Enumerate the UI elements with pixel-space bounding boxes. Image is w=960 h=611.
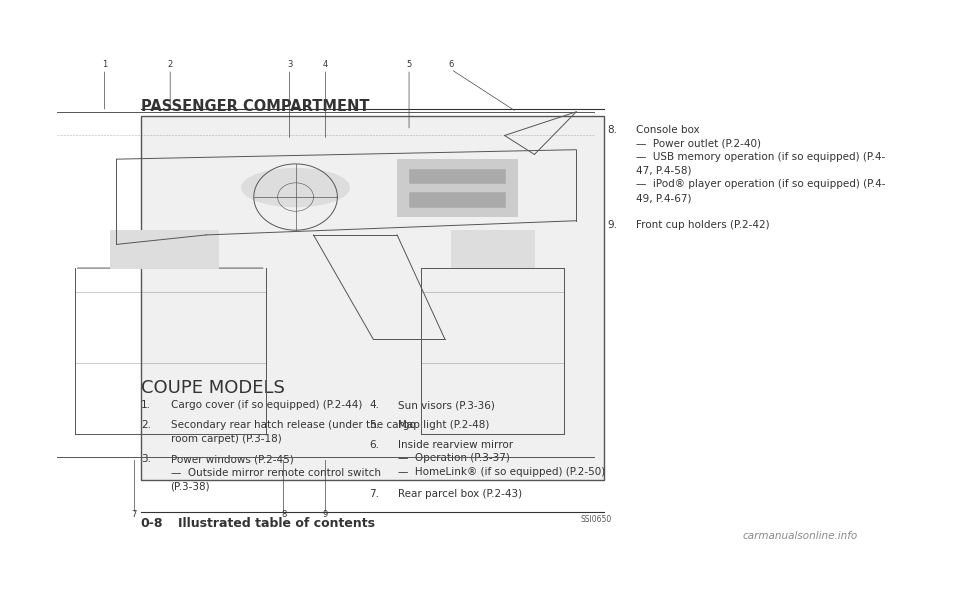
Text: 6.: 6. — [370, 440, 379, 450]
Text: Secondary rear hatch release (under the cargo
room carpet) (P.3-18): Secondary rear hatch release (under the … — [171, 420, 416, 444]
Text: 2.: 2. — [141, 420, 151, 430]
Text: COUPE MODELS: COUPE MODELS — [141, 379, 285, 397]
Text: 4.: 4. — [370, 400, 379, 411]
Text: Inside rearview mirror
—  Operation (P.3-37)
—  HomeLink® (if so equipped) (P.2-: Inside rearview mirror — Operation (P.3-… — [397, 440, 605, 477]
Text: Cargo cover (if so equipped) (P.2-44): Cargo cover (if so equipped) (P.2-44) — [171, 400, 362, 411]
Text: 3.: 3. — [141, 454, 151, 464]
Text: 9.: 9. — [608, 220, 617, 230]
Text: 2: 2 — [168, 60, 173, 69]
Text: 9: 9 — [323, 510, 328, 519]
Text: 1.: 1. — [141, 400, 151, 411]
Text: 7.: 7. — [370, 489, 379, 499]
Text: 8: 8 — [281, 510, 286, 519]
Bar — [451, 230, 535, 268]
Text: Front cup holders (P.2-42): Front cup holders (P.2-42) — [636, 220, 769, 230]
Text: 1: 1 — [102, 60, 108, 69]
Bar — [409, 169, 505, 183]
Text: carmanualsonline.info: carmanualsonline.info — [743, 532, 858, 541]
Ellipse shape — [242, 169, 349, 207]
Text: 5.: 5. — [370, 420, 379, 430]
Text: 5: 5 — [406, 60, 412, 69]
Bar — [141, 115, 604, 480]
Text: 8.: 8. — [608, 125, 617, 135]
Text: Power windows (P.2-45)
—  Outside mirror remote control switch
(P.3-38): Power windows (P.2-45) — Outside mirror … — [171, 454, 380, 491]
Text: Illustrated table of contents: Illustrated table of contents — [178, 517, 375, 530]
Text: 6: 6 — [448, 60, 453, 69]
Bar — [110, 230, 218, 268]
Text: Sun visors (P.3-36): Sun visors (P.3-36) — [397, 400, 494, 411]
Text: Map light (P.2-48): Map light (P.2-48) — [397, 420, 489, 430]
Text: Rear parcel box (P.2-43): Rear parcel box (P.2-43) — [397, 489, 521, 499]
Text: 4: 4 — [323, 60, 328, 69]
Text: 7: 7 — [132, 510, 137, 519]
Text: 3: 3 — [287, 60, 292, 69]
Bar — [397, 159, 516, 216]
Text: 0-8: 0-8 — [141, 517, 163, 530]
Bar — [409, 192, 505, 207]
Text: PASSENGER COMPARTMENT: PASSENGER COMPARTMENT — [141, 99, 370, 114]
Text: Console box
—  Power outlet (P.2-40)
—  USB memory operation (if so equipped) (P: Console box — Power outlet (P.2-40) — US… — [636, 125, 885, 203]
Text: SSI0650: SSI0650 — [581, 515, 612, 524]
